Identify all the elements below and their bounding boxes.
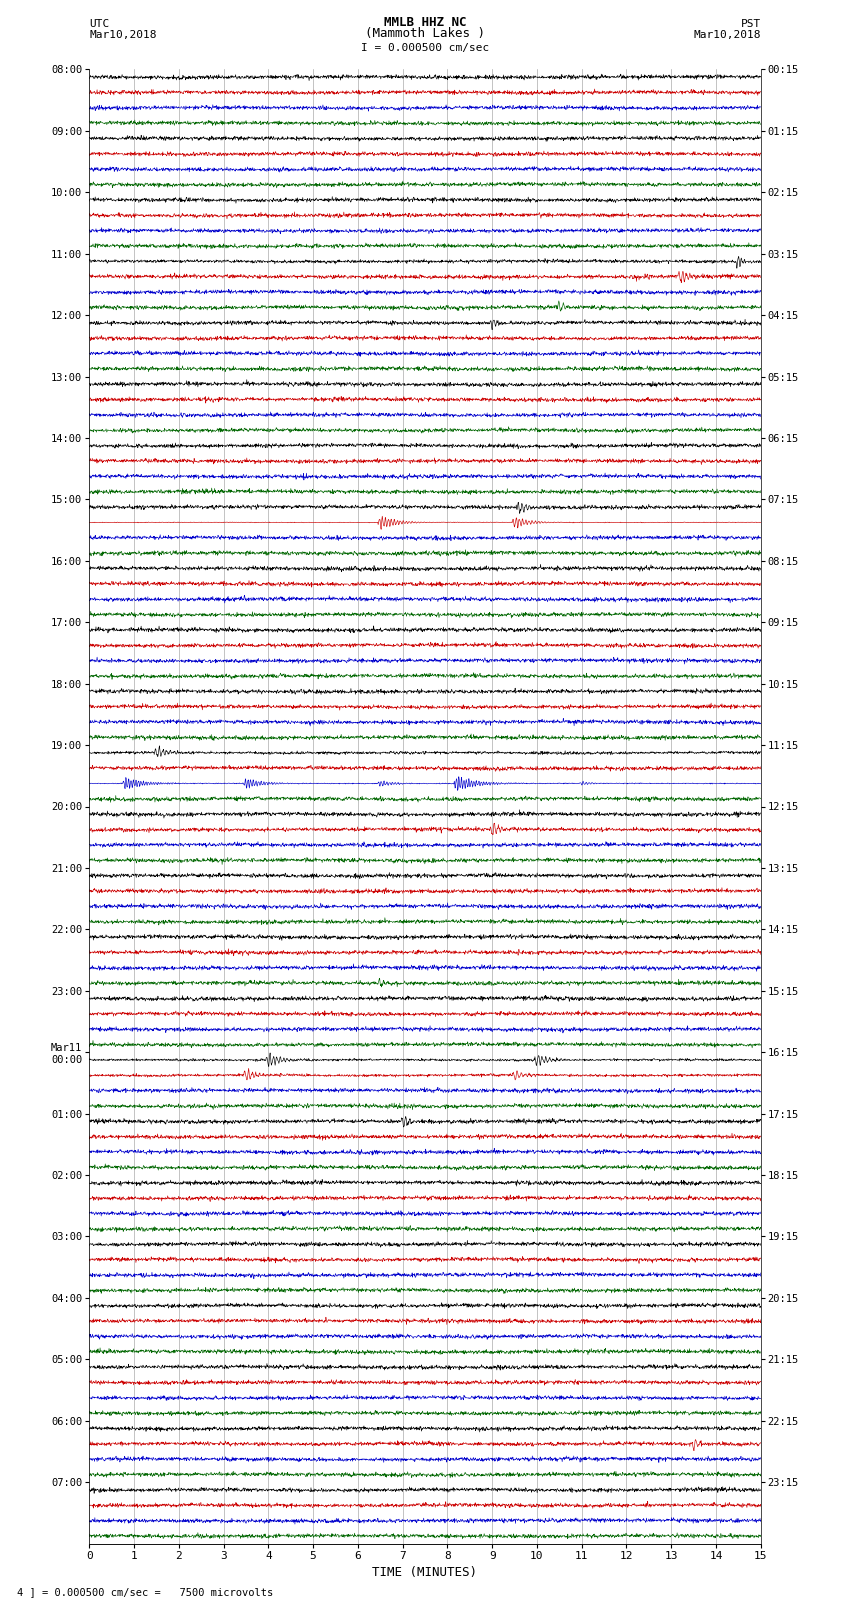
X-axis label: TIME (MINUTES): TIME (MINUTES) — [372, 1566, 478, 1579]
Text: Mar10,2018: Mar10,2018 — [694, 31, 761, 40]
Text: UTC: UTC — [89, 19, 110, 29]
Text: MMLB HHZ NC: MMLB HHZ NC — [383, 16, 467, 29]
Text: 4 ] = 0.000500 cm/sec =   7500 microvolts: 4 ] = 0.000500 cm/sec = 7500 microvolts — [17, 1587, 273, 1597]
Text: I = 0.000500 cm/sec: I = 0.000500 cm/sec — [361, 44, 489, 53]
Text: (Mammoth Lakes ): (Mammoth Lakes ) — [365, 27, 485, 40]
Text: Mar10,2018: Mar10,2018 — [89, 31, 156, 40]
Text: PST: PST — [740, 19, 761, 29]
